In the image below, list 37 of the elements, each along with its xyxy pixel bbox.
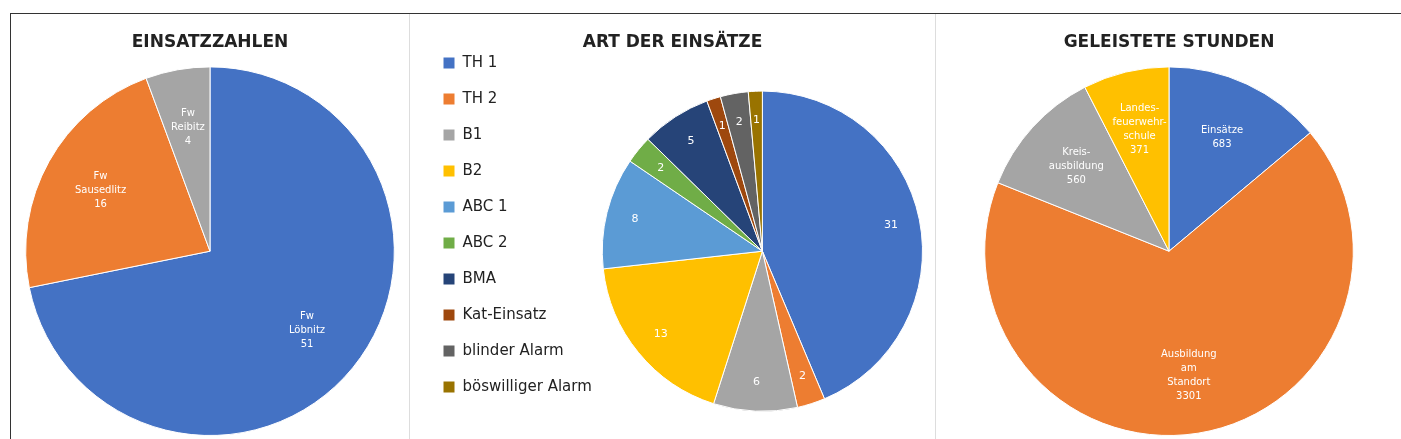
data-label: 2 [798,369,806,383]
data-label: 2 [735,114,743,128]
slice-label: Kreis-ausbildung [1048,146,1104,172]
data-label: 8 [631,212,639,226]
data-label: 31 [884,218,899,232]
chart-title: ART DER EINSÄTZE [582,29,763,51]
data-label: 13 [653,327,668,341]
data-label: 1 [753,112,761,126]
data-label: 16 [94,197,107,209]
slice-label: Einsätze [1200,124,1244,136]
data-label: 1 [718,119,726,133]
legend-label: TH 2 [461,88,498,107]
legend-label: B1 [462,124,483,143]
slice-label: Ausbildung am Standort [1160,347,1217,387]
data-label: 6 [753,375,761,389]
legend-label: TH 1 [461,52,498,71]
slice-label: Fw Sausedlitz [74,169,127,195]
slice-label: Fw Löbnitz [288,310,326,336]
legend-label: B2 [462,160,483,179]
chart-title: GELEISTETE STUNDEN [1063,30,1275,51]
data-label: 51 [300,338,314,350]
legend-label: ABC 2 [462,232,508,251]
legend-label: BMA [462,268,497,287]
legend-label: Kat-Einsatz [462,304,547,323]
data-label: 2 [657,160,665,174]
slice-label: Fw Reibitz [171,107,205,133]
data-label: 4 [184,135,192,147]
data-label: 5 [687,133,695,147]
data-label: 560 [1066,174,1086,186]
legend-label: böswilliger Alarm [462,376,592,395]
legend-label: ABC 1 [462,196,508,215]
slice-label: Landes-feuerwehr-schule [1112,101,1167,141]
data-label: 683 [1212,138,1232,150]
legend-label: blinder Alarm [462,340,564,359]
data-label: 3301 [1176,389,1202,401]
data-label: 371 [1130,143,1150,155]
chart-title: EINSATZZAHLEN [131,30,289,51]
